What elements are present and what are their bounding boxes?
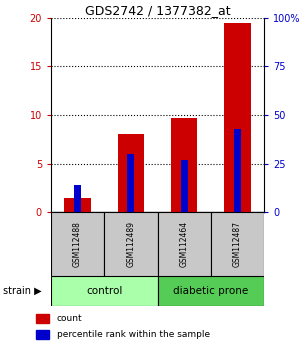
Text: GSM112464: GSM112464 [180, 221, 189, 267]
Bar [211, 212, 264, 276]
Bar [104, 212, 158, 276]
Bar [181, 160, 188, 212]
Bar [51, 276, 158, 306]
Title: GDS2742 / 1377382_at: GDS2742 / 1377382_at [85, 4, 230, 17]
Text: percentile rank within the sample: percentile rank within the sample [56, 330, 210, 339]
Bar [171, 118, 197, 212]
Text: GSM112487: GSM112487 [233, 221, 242, 267]
Bar [118, 133, 144, 212]
Bar [36, 314, 49, 323]
Bar [224, 23, 251, 212]
Text: diabetic prone: diabetic prone [173, 286, 248, 296]
Text: count: count [56, 314, 82, 324]
Bar [158, 212, 211, 276]
Text: GSM112489: GSM112489 [126, 221, 135, 267]
Text: strain ▶: strain ▶ [3, 286, 42, 296]
Bar [64, 198, 91, 212]
Bar [158, 276, 264, 306]
Text: control: control [86, 286, 122, 296]
Bar [234, 129, 241, 212]
Bar [128, 154, 134, 212]
Text: GSM112488: GSM112488 [73, 221, 82, 267]
Bar [74, 185, 81, 212]
Bar [36, 330, 49, 339]
Bar [51, 212, 104, 276]
